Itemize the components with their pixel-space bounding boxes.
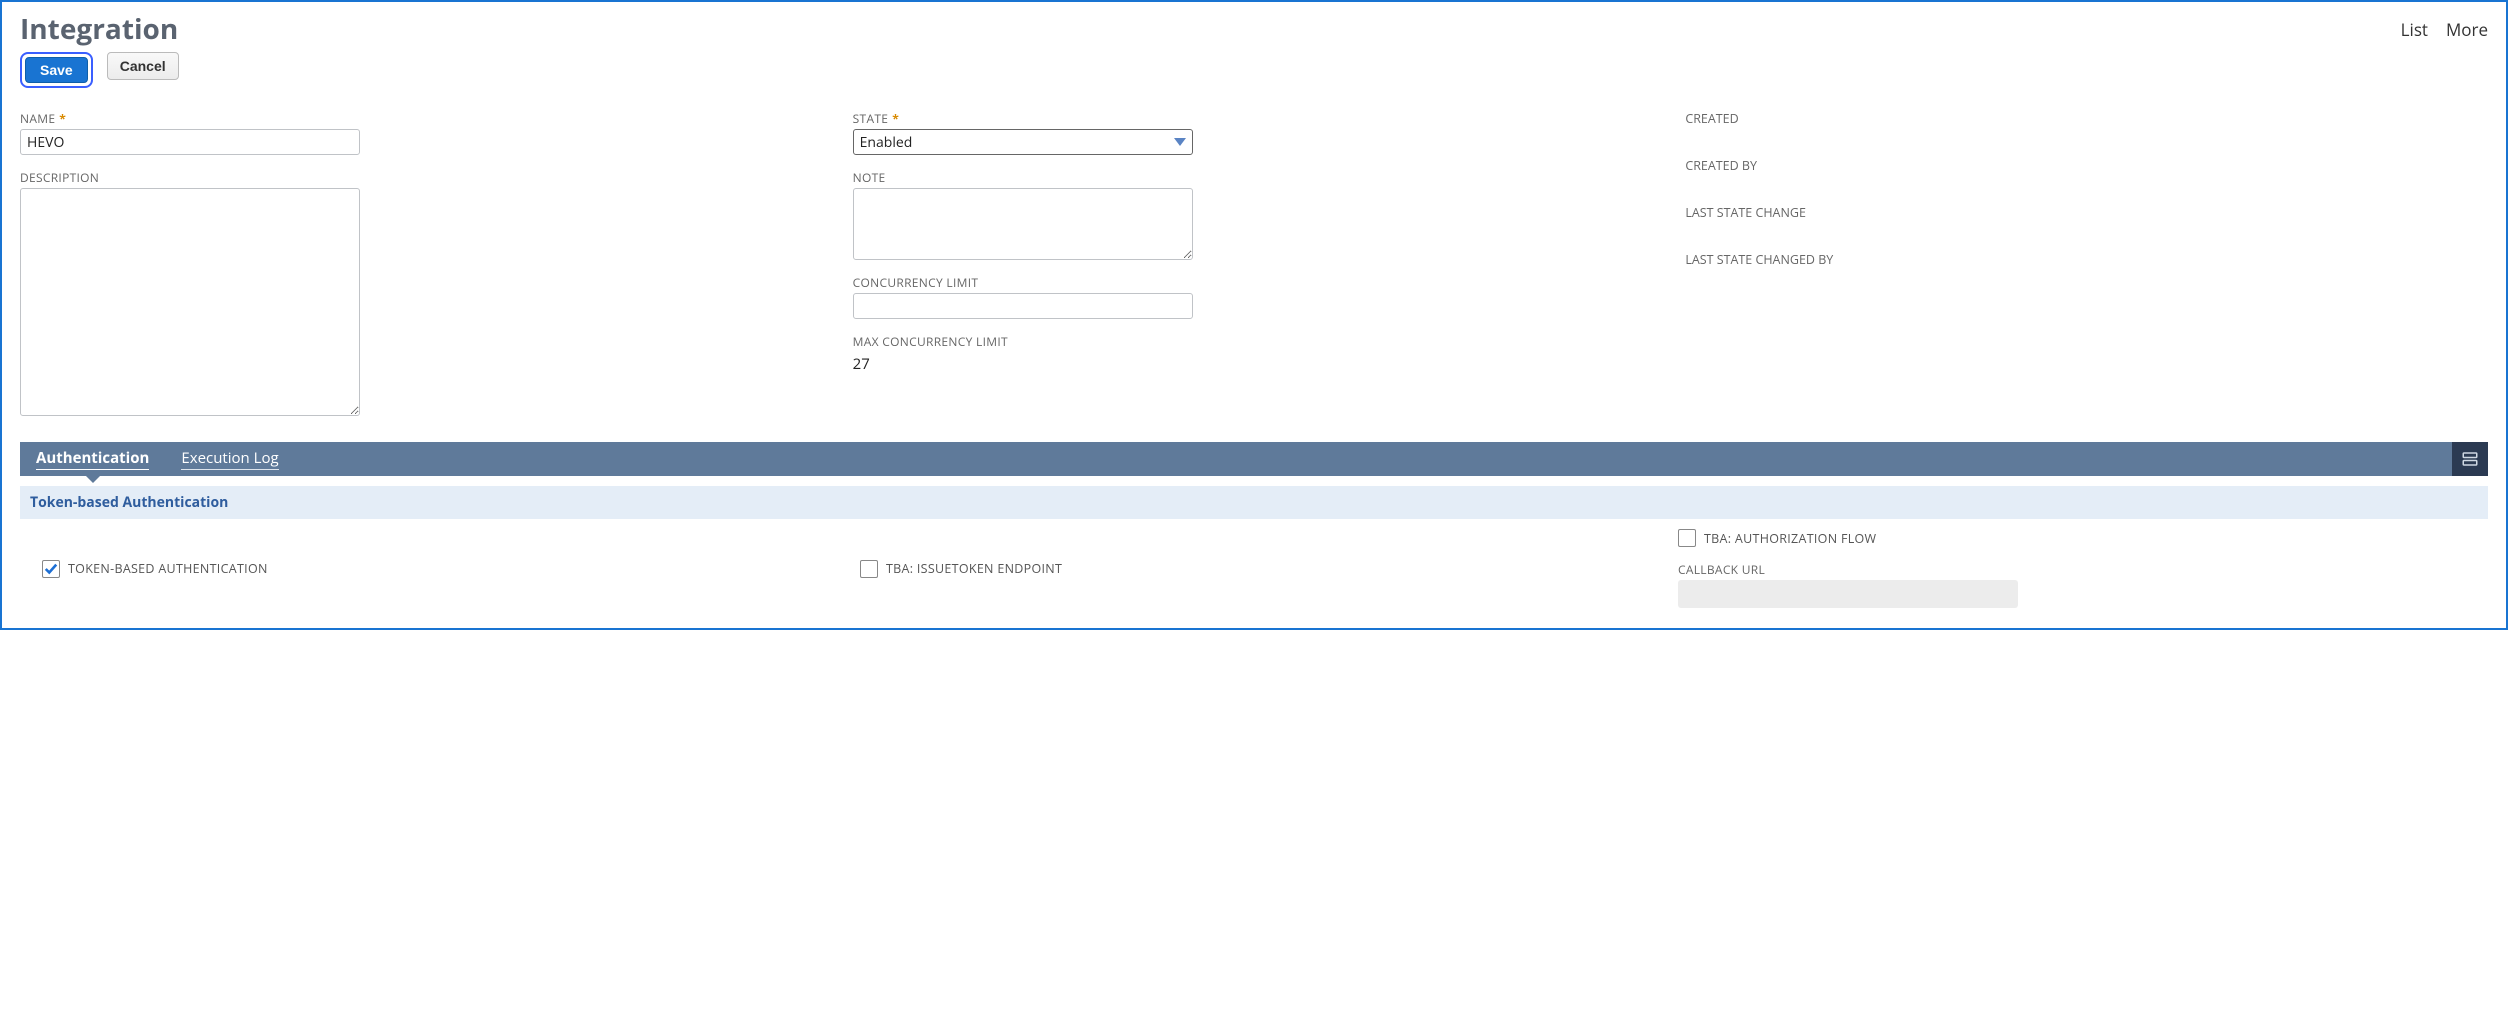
header-row: Integration Save Cancel List More [2,2,2506,98]
auth-grid: TOKEN-BASED AUTHENTICATION TBA: ISSUETOK… [2,519,2506,616]
concurrency-input[interactable] [853,293,1193,319]
tab-authentication[interactable]: Authentication [20,442,165,476]
max-concurrency-value: 27 [853,354,1656,374]
page-title: Integration [20,10,197,48]
last-state-changed-by-label: LAST STATE CHANGED BY [1685,251,2488,268]
created-label: CREATED [1685,110,2488,127]
max-concurrency-label: MAX CONCURRENCY LIMIT [853,333,1656,350]
authflow-checkbox-row: TBA: AUTHORIZATION FLOW [1678,529,2466,547]
save-highlight: Save [20,52,93,88]
callback-block: CALLBACK URL [1678,561,2466,608]
save-button[interactable]: Save [25,57,88,83]
state-select[interactable]: Enabled [853,129,1193,155]
tabbar: Authentication Execution Log [20,442,2488,476]
action-bar: Save Cancel [20,52,197,98]
state-label: STATE* [853,110,1656,127]
tba-checkbox-row: TOKEN-BASED AUTHENTICATION [42,529,830,608]
more-link[interactable]: More [2446,18,2488,41]
authflow-checkbox-label: TBA: AUTHORIZATION FLOW [1704,530,1876,547]
col-1: NAME* DESCRIPTION [20,106,823,416]
authflow-block: TBA: AUTHORIZATION FLOW CALLBACK URL [1678,529,2466,608]
callback-label: CALLBACK URL [1678,561,2466,578]
callback-input [1678,580,2018,608]
name-label: NAME* [20,110,823,127]
panel-layout-icon[interactable] [2452,442,2488,476]
tba-checkbox[interactable] [42,560,60,578]
col-3: CREATED CREATED BY LAST STATE CHANGE LAS… [1685,106,2488,416]
last-state-change-label: LAST STATE CHANGE [1685,204,2488,221]
chevron-down-icon [1174,138,1186,146]
issuetoken-checkbox[interactable] [860,560,878,578]
col-2: STATE* Enabled NOTE CONCURRENCY LIMIT MA… [853,106,1656,416]
created-by-label: CREATED BY [1685,157,2488,174]
cancel-button[interactable]: Cancel [107,52,179,80]
form-area: NAME* DESCRIPTION STATE* Enabled NOTE CO… [2,98,2506,432]
note-input[interactable] [853,188,1193,260]
tab-execution-log[interactable]: Execution Log [165,442,294,476]
auth-section-header: Token-based Authentication [20,486,2488,519]
page-container: Integration Save Cancel List More NAME* … [0,0,2508,630]
note-label: NOTE [853,169,1656,186]
authflow-checkbox[interactable] [1678,529,1696,547]
concurrency-label: CONCURRENCY LIMIT [853,274,1656,291]
description-label: DESCRIPTION [20,169,823,186]
description-input[interactable] [20,188,360,416]
state-value: Enabled [860,133,913,152]
issuetoken-checkbox-label: TBA: ISSUETOKEN ENDPOINT [886,560,1062,577]
list-link[interactable]: List [2401,18,2428,41]
issuetoken-checkbox-row: TBA: ISSUETOKEN ENDPOINT [860,529,1648,608]
name-input[interactable] [20,129,360,155]
tba-checkbox-label: TOKEN-BASED AUTHENTICATION [68,560,268,577]
header-links: List More [2401,18,2488,41]
